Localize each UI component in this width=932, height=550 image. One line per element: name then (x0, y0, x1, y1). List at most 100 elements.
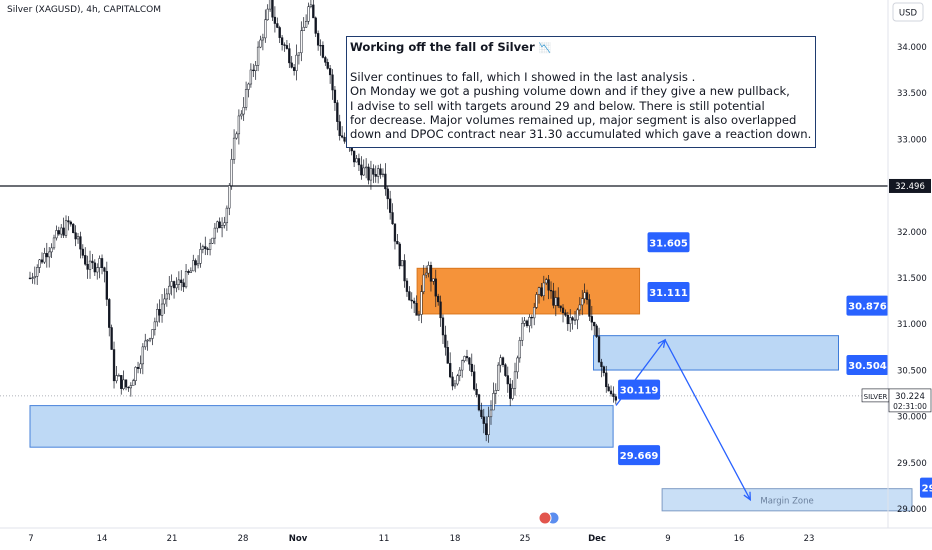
candle (240, 113, 243, 117)
candle (451, 376, 454, 387)
candle (449, 363, 452, 378)
x-tick-label: 21 (167, 534, 178, 544)
candle (256, 46, 260, 66)
x-tick-label: 25 (520, 534, 531, 544)
candle (189, 270, 193, 273)
candle (343, 136, 346, 142)
candle (244, 89, 248, 108)
y-tick-label: 34.000 (897, 43, 927, 53)
candle (492, 393, 495, 411)
candle (45, 253, 48, 258)
candle (136, 366, 140, 369)
price-label-30.504 (846, 355, 889, 376)
x-tick-label: 23 (804, 534, 815, 544)
candle (465, 356, 469, 359)
candle (276, 23, 279, 28)
x-tick-label: 11 (379, 534, 390, 544)
price-label-text: 31.605 (649, 238, 688, 249)
candle (124, 379, 128, 388)
candle (300, 30, 303, 54)
candle (489, 409, 493, 418)
x-tick-label: 9 (665, 534, 670, 544)
y-tick-label: 29.000 (897, 505, 927, 515)
candle (554, 297, 557, 306)
note-body: Silver continues to fall, which I showed… (350, 70, 812, 142)
candle (266, 8, 269, 21)
event-flag-icon-secondary[interactable] (538, 511, 552, 525)
candle (360, 164, 363, 176)
candle (453, 383, 457, 387)
candle (470, 363, 473, 372)
projection-arrowhead-up (657, 338, 666, 348)
candle (148, 338, 152, 341)
candle (475, 388, 478, 395)
candle (573, 319, 577, 321)
candle (458, 369, 461, 377)
candle (156, 309, 159, 323)
candle (127, 386, 130, 389)
candle (225, 207, 229, 224)
candle (384, 173, 387, 190)
candle (48, 251, 51, 258)
candle (614, 396, 617, 401)
candle (31, 277, 34, 279)
currency-label[interactable]: USD (899, 9, 918, 19)
candle (364, 166, 368, 169)
candle (362, 167, 365, 176)
candle (141, 346, 144, 365)
candle (331, 74, 334, 91)
currency-box[interactable] (892, 2, 924, 22)
candle (326, 62, 329, 69)
candle (242, 107, 245, 115)
candle (605, 372, 608, 388)
candle (309, 4, 313, 7)
candle (120, 375, 123, 389)
candle (211, 237, 214, 244)
candle (518, 340, 521, 359)
candle (463, 356, 466, 362)
projection-arrowhead-down (743, 491, 752, 502)
candle (585, 292, 589, 300)
candle (504, 364, 507, 376)
candle (408, 291, 411, 301)
candle-countdown: 02:31:00 (893, 402, 927, 411)
candle (297, 52, 301, 56)
candle (513, 371, 517, 389)
candle (521, 323, 524, 341)
candle (278, 27, 281, 38)
candle (403, 260, 406, 282)
candle (218, 221, 221, 229)
candle (379, 168, 382, 175)
note-title: Working off the fall of Silver (350, 40, 535, 54)
candle (271, 0, 274, 18)
symbol-info[interactable]: Silver (XAGUSD), 4h, CAPITALCOM (7, 5, 162, 15)
candle (307, 6, 310, 22)
candle (261, 37, 265, 41)
margin-zone (661, 488, 913, 512)
candle (98, 258, 101, 268)
candle (88, 260, 92, 270)
candle (76, 236, 80, 240)
candle (557, 297, 560, 307)
level-price-tag-text: 32.496 (895, 182, 925, 192)
candle (108, 299, 111, 328)
candle (182, 282, 185, 288)
candle (168, 285, 171, 295)
candle (134, 366, 137, 381)
y-tick-label: 33.500 (897, 89, 927, 99)
candle (96, 267, 99, 273)
candle (36, 267, 39, 277)
price-label-29.123 (919, 477, 932, 498)
candle (516, 357, 519, 373)
candle (444, 334, 447, 348)
candle (319, 44, 322, 47)
candle (602, 366, 605, 374)
candle (561, 307, 565, 314)
candle (413, 300, 416, 304)
candle (357, 158, 361, 166)
candle (170, 281, 173, 287)
price-label-text: 30.876 (848, 302, 887, 313)
candle (559, 305, 562, 309)
candle (312, 4, 315, 19)
